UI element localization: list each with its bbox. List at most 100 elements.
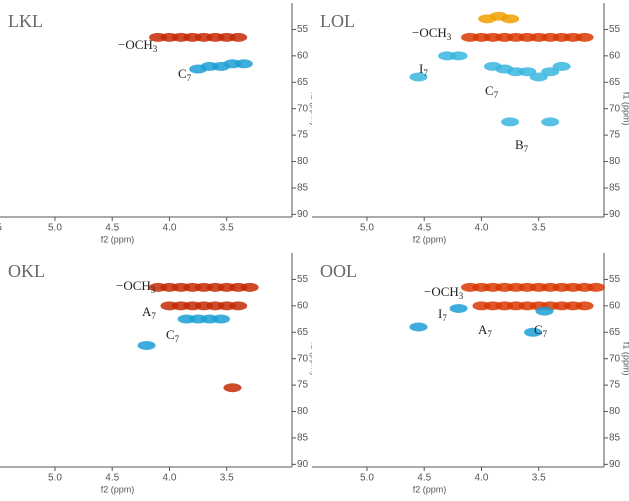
x-axis-label: f2 (ppm) bbox=[101, 234, 135, 244]
x-tick-label: 3.5 bbox=[220, 473, 234, 484]
x-tick-label: 4.0 bbox=[163, 223, 177, 234]
annotation: C7 bbox=[166, 327, 180, 344]
annotation-text: −OCH bbox=[412, 25, 447, 40]
x-tick-label: 5.0 bbox=[360, 223, 374, 234]
annotation-subscript: 3 bbox=[447, 32, 452, 42]
peak bbox=[586, 282, 605, 292]
x-tick-label: 5.0 bbox=[360, 473, 374, 484]
annotation-text: C bbox=[534, 322, 543, 337]
annotation-text: C bbox=[485, 83, 494, 98]
annotation: C7 bbox=[485, 83, 499, 100]
y-tick-label: 85 bbox=[297, 183, 309, 194]
panel-title: OKL bbox=[8, 261, 45, 281]
x-tick-label: 5.0 bbox=[48, 473, 62, 484]
annotation: C7 bbox=[534, 322, 548, 339]
x-tick-label: 5.0 bbox=[48, 223, 62, 234]
y-tick-label: 75 bbox=[297, 380, 309, 391]
y-tick-label: 80 bbox=[297, 156, 309, 167]
annotation-subscript: 3 bbox=[151, 285, 156, 295]
peak bbox=[501, 117, 520, 127]
x-tick-label: 3.5 bbox=[532, 223, 546, 234]
annotation-text: I bbox=[419, 61, 423, 76]
panel-title: LKL bbox=[8, 11, 43, 31]
peak bbox=[212, 314, 231, 324]
peak bbox=[137, 340, 156, 350]
peak bbox=[501, 14, 520, 24]
plot-frame bbox=[0, 3, 292, 217]
y-tick-label: 75 bbox=[297, 130, 309, 141]
annotation-text: −OCH bbox=[118, 37, 153, 52]
y-tick-label: 65 bbox=[609, 77, 621, 88]
annotation: −OCH3 bbox=[116, 278, 156, 295]
x-tick-label: 3.5 bbox=[220, 223, 234, 234]
annotation-subscript: 7 bbox=[442, 313, 447, 323]
y-tick-label: 60 bbox=[609, 50, 621, 61]
annotation: B7 bbox=[515, 137, 529, 154]
annotation-text: B bbox=[515, 137, 524, 152]
y-tick-label: 75 bbox=[609, 130, 621, 141]
y-tick-label: 85 bbox=[609, 183, 621, 194]
peak bbox=[409, 322, 428, 332]
peak bbox=[541, 67, 560, 77]
y-tick-label: 55 bbox=[609, 24, 621, 35]
y-tick-label: 80 bbox=[609, 406, 621, 417]
annotation-subscript: 7 bbox=[487, 329, 492, 339]
annotation: −OCH3 bbox=[424, 284, 464, 301]
x-axis-label: f2 (ppm) bbox=[413, 234, 447, 244]
panel-title: OOL bbox=[320, 261, 357, 281]
peak bbox=[518, 67, 537, 77]
y-tick-label: 90 bbox=[297, 459, 309, 470]
y-tick-label: 85 bbox=[297, 433, 309, 444]
peak bbox=[449, 303, 468, 313]
annotation: −OCH3 bbox=[412, 25, 452, 42]
peak bbox=[229, 32, 248, 42]
x-tick-label: 4.0 bbox=[163, 473, 177, 484]
y-tick-label: 65 bbox=[297, 327, 309, 338]
y-tick-label: 60 bbox=[297, 50, 309, 61]
annotation: A7 bbox=[142, 304, 156, 321]
x-tick-label: 4.5 bbox=[417, 223, 431, 234]
y-axis-label: f1 (ppm) bbox=[622, 92, 629, 126]
y-axis-label: f1 (ppm) bbox=[622, 342, 629, 376]
peak bbox=[524, 327, 543, 337]
annotation-subscript: 7 bbox=[175, 334, 180, 344]
y-tick-label: 90 bbox=[297, 209, 309, 220]
annotation-subscript: 7 bbox=[494, 90, 499, 100]
y-tick-label: 70 bbox=[609, 103, 621, 114]
peak bbox=[535, 306, 554, 316]
y-tick-label: 75 bbox=[609, 380, 621, 391]
annotation-subscript: 7 bbox=[187, 73, 192, 83]
y-tick-label: 80 bbox=[297, 406, 309, 417]
annotation: I7 bbox=[419, 61, 428, 78]
annotation-subscript: 7 bbox=[423, 68, 428, 78]
y-tick-label: 65 bbox=[297, 77, 309, 88]
y-tick-label: 70 bbox=[297, 353, 309, 364]
annotation-subscript: 3 bbox=[459, 291, 464, 301]
y-tick-label: 80 bbox=[609, 156, 621, 167]
peak bbox=[240, 282, 259, 292]
x-tick-label: .5 bbox=[0, 223, 2, 234]
annotation: I7 bbox=[438, 306, 447, 323]
peak bbox=[575, 32, 594, 42]
peak bbox=[552, 61, 571, 71]
annotation-text: −OCH bbox=[424, 284, 459, 299]
y-tick-label: 70 bbox=[297, 103, 309, 114]
x-tick-label: 4.5 bbox=[105, 223, 119, 234]
annotation-text: A bbox=[478, 322, 488, 337]
annotation-text: A bbox=[142, 304, 152, 319]
y-tick-label: 60 bbox=[297, 300, 309, 311]
annotation: C7 bbox=[178, 66, 192, 83]
annotation-text: C bbox=[178, 66, 187, 81]
annotation-subscript: 7 bbox=[524, 144, 529, 154]
annotation-text: −OCH bbox=[116, 278, 151, 293]
y-tick-label: 55 bbox=[297, 274, 309, 285]
peak bbox=[409, 72, 428, 82]
y-tick-label: 70 bbox=[609, 353, 621, 364]
y-tick-label: 55 bbox=[297, 24, 309, 35]
y-tick-label: 60 bbox=[609, 300, 621, 311]
y-tick-label: 65 bbox=[609, 327, 621, 338]
y-tick-label: 90 bbox=[609, 209, 621, 220]
